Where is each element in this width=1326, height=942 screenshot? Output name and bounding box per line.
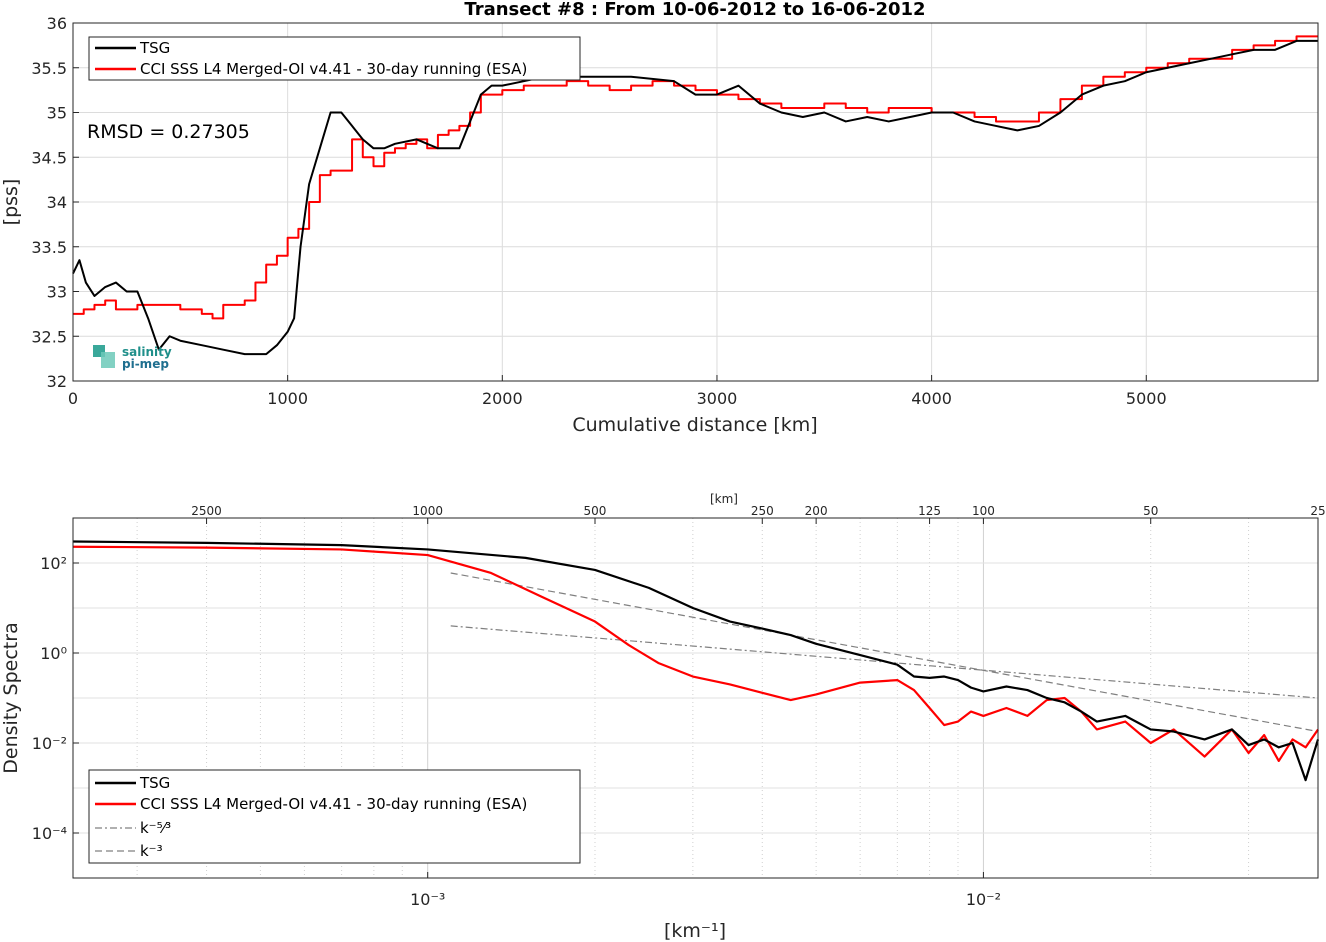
legend-label-cci-spectra: CCI SSS L4 Merged-OI v4.41 - 30-day runn… [140,795,527,813]
y-tick-label-top: 33 [47,283,67,302]
top-tick-label: 500 [584,504,607,518]
axes-frame-bottom [72,517,1319,879]
logo-icon-2 [101,352,115,368]
x-ticks-bottom: 10⁻³ 10⁻² [410,872,1001,909]
y-tick-label-bottom: 10² [40,554,67,573]
cci-spectrum-line [72,545,1319,763]
legend-box-bottom [88,769,581,864]
y-tick-label-top: 32.5 [31,327,67,346]
y-axis-label-top: [pss] [0,179,22,226]
k3-reference-line [450,572,1319,733]
top-tick-label: 125 [918,504,941,518]
y-tick-label-top: 32 [47,372,67,391]
top-tick-label: 50 [1143,504,1158,518]
x-tick-label-top: 3000 [697,389,738,408]
cci-line-top [73,35,1318,320]
y-ticks-top: 32 32.5 33 33.5 34 34.5 35 35.5 36 [31,14,79,391]
grid-top [73,23,1318,381]
y-tick-label-bottom: 10⁰ [40,644,67,663]
legend-label-tsg-spectra: TSG [139,774,170,792]
logo-text-pimep: pi-mep [122,357,169,371]
legend-box-top [88,36,581,81]
x-tick-label-top: 2000 [482,389,523,408]
x-tick-label-top: 5000 [1126,389,1167,408]
x-axis-label-top: Cumulative distance [km] [572,414,817,436]
y-tick-label-top: 35 [47,104,67,123]
tsg-spectrum-line [72,540,1320,782]
y-tick-label-top: 36 [47,14,67,33]
top-axis-label: [km] [710,492,738,506]
top-tick-label: 200 [805,504,828,518]
x-tick-label-top: 1000 [267,389,308,408]
x-ticks-top: 0 1000 2000 3000 4000 5000 [68,375,1167,408]
legend-label-tsg: TSG [139,39,170,57]
y-tick-label-bottom: 10⁻⁴ [32,824,67,843]
top-tick-label: 100 [972,504,995,518]
y-tick-label-top: 35.5 [31,59,67,78]
y-tick-label-top: 33.5 [31,238,67,257]
legend-top: TSG CCI SSS L4 Merged-OI v4.41 - 30-day … [88,36,581,81]
x-tick-label-top: 4000 [911,389,952,408]
spectra-panel: 10⁻³ 10⁻² 10⁻⁴ 10⁻² 10⁰ 10² 2500 1000 500 250 20… [0,492,1326,942]
top-tick-label: 25 [1310,504,1325,518]
salinity-pimep-logo: salinity pi-mep [93,345,172,371]
x-tick-label-bottom: 10⁻³ [410,890,445,909]
y-tick-label-bottom: 10⁻² [32,734,67,753]
y-tick-label-top: 34 [47,193,67,212]
rmsd-annotation: RMSD = 0.27305 [87,121,250,143]
y-axis-label-bottom: Density Spectra [0,622,22,773]
series-top [72,35,1318,356]
legend-bottom: TSG CCI SSS L4 Merged-OI v4.41 - 30-day … [88,769,581,864]
series-bottom [72,540,1320,782]
chart-title: Transect #8 : From 10-06-2012 to 16-06-2… [464,0,925,20]
top-tick-label: 1000 [412,504,443,518]
logo-text-salinity: salinity [122,345,172,359]
x-tick-label-top: 0 [68,389,78,408]
top-tick-label: 2500 [191,504,222,518]
x-axis-label-bottom: [km⁻¹] [664,920,726,942]
x-tick-label-bottom: 10⁻² [966,890,1001,909]
legend-label-k3: k⁻³ [140,842,163,860]
top-km-ticks: 2500 1000 500 250 200 125 100 50 25 [191,504,1326,524]
legend-label-k53: k⁻⁵⁄³ [140,819,171,837]
legend-label-cci: CCI SSS L4 Merged-OI v4.41 - 30-day runn… [140,60,527,78]
tsg-line-top [72,39,1318,356]
y-tick-label-top: 34.5 [31,148,67,167]
y-ticks-bottom: 10⁻⁴ 10⁻² 10⁰ 10² [32,554,79,843]
top-tick-label: 250 [751,504,774,518]
salinity-transect-panel: Transect #8 : From 10-06-2012 to 16-06-2… [0,0,1319,436]
